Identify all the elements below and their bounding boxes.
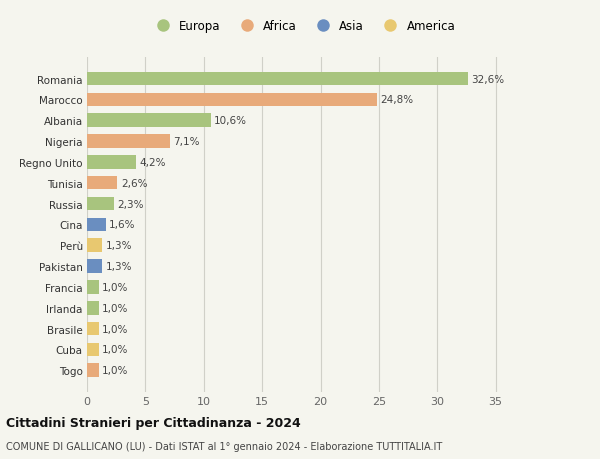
Text: 1,3%: 1,3% (106, 262, 132, 271)
Text: 1,6%: 1,6% (109, 220, 136, 230)
Bar (87, 260, 102, 273)
Bar (87, 239, 102, 252)
Text: 24,8%: 24,8% (380, 95, 413, 105)
Text: 1,0%: 1,0% (102, 345, 128, 355)
Bar (87, 73, 467, 86)
Text: 10,6%: 10,6% (214, 116, 247, 126)
Bar (87, 114, 211, 128)
Text: Cittadini Stranieri per Cittadinanza - 2024: Cittadini Stranieri per Cittadinanza - 2… (6, 416, 301, 429)
Bar (87, 322, 98, 336)
Text: COMUNE DI GALLICANO (LU) - Dati ISTAT al 1° gennaio 2024 - Elaborazione TUTTITAL: COMUNE DI GALLICANO (LU) - Dati ISTAT al… (6, 441, 442, 451)
Bar (87, 301, 98, 315)
Text: 32,6%: 32,6% (471, 74, 504, 84)
Text: 2,3%: 2,3% (118, 199, 144, 209)
Legend: Europa, Africa, Asia, America: Europa, Africa, Asia, America (151, 20, 455, 33)
Bar (87, 364, 98, 377)
Text: 7,1%: 7,1% (173, 137, 200, 147)
Bar (87, 93, 377, 107)
Bar (87, 177, 118, 190)
Bar (87, 218, 106, 232)
Text: 1,0%: 1,0% (102, 303, 128, 313)
Bar (87, 280, 98, 294)
Text: 1,0%: 1,0% (102, 365, 128, 375)
Text: 1,0%: 1,0% (102, 282, 128, 292)
Text: 1,3%: 1,3% (106, 241, 132, 251)
Text: 2,6%: 2,6% (121, 179, 148, 188)
Bar (87, 343, 98, 357)
Bar (87, 197, 114, 211)
Bar (87, 156, 136, 169)
Text: 1,0%: 1,0% (102, 324, 128, 334)
Bar (87, 135, 170, 149)
Text: 4,2%: 4,2% (140, 157, 166, 168)
